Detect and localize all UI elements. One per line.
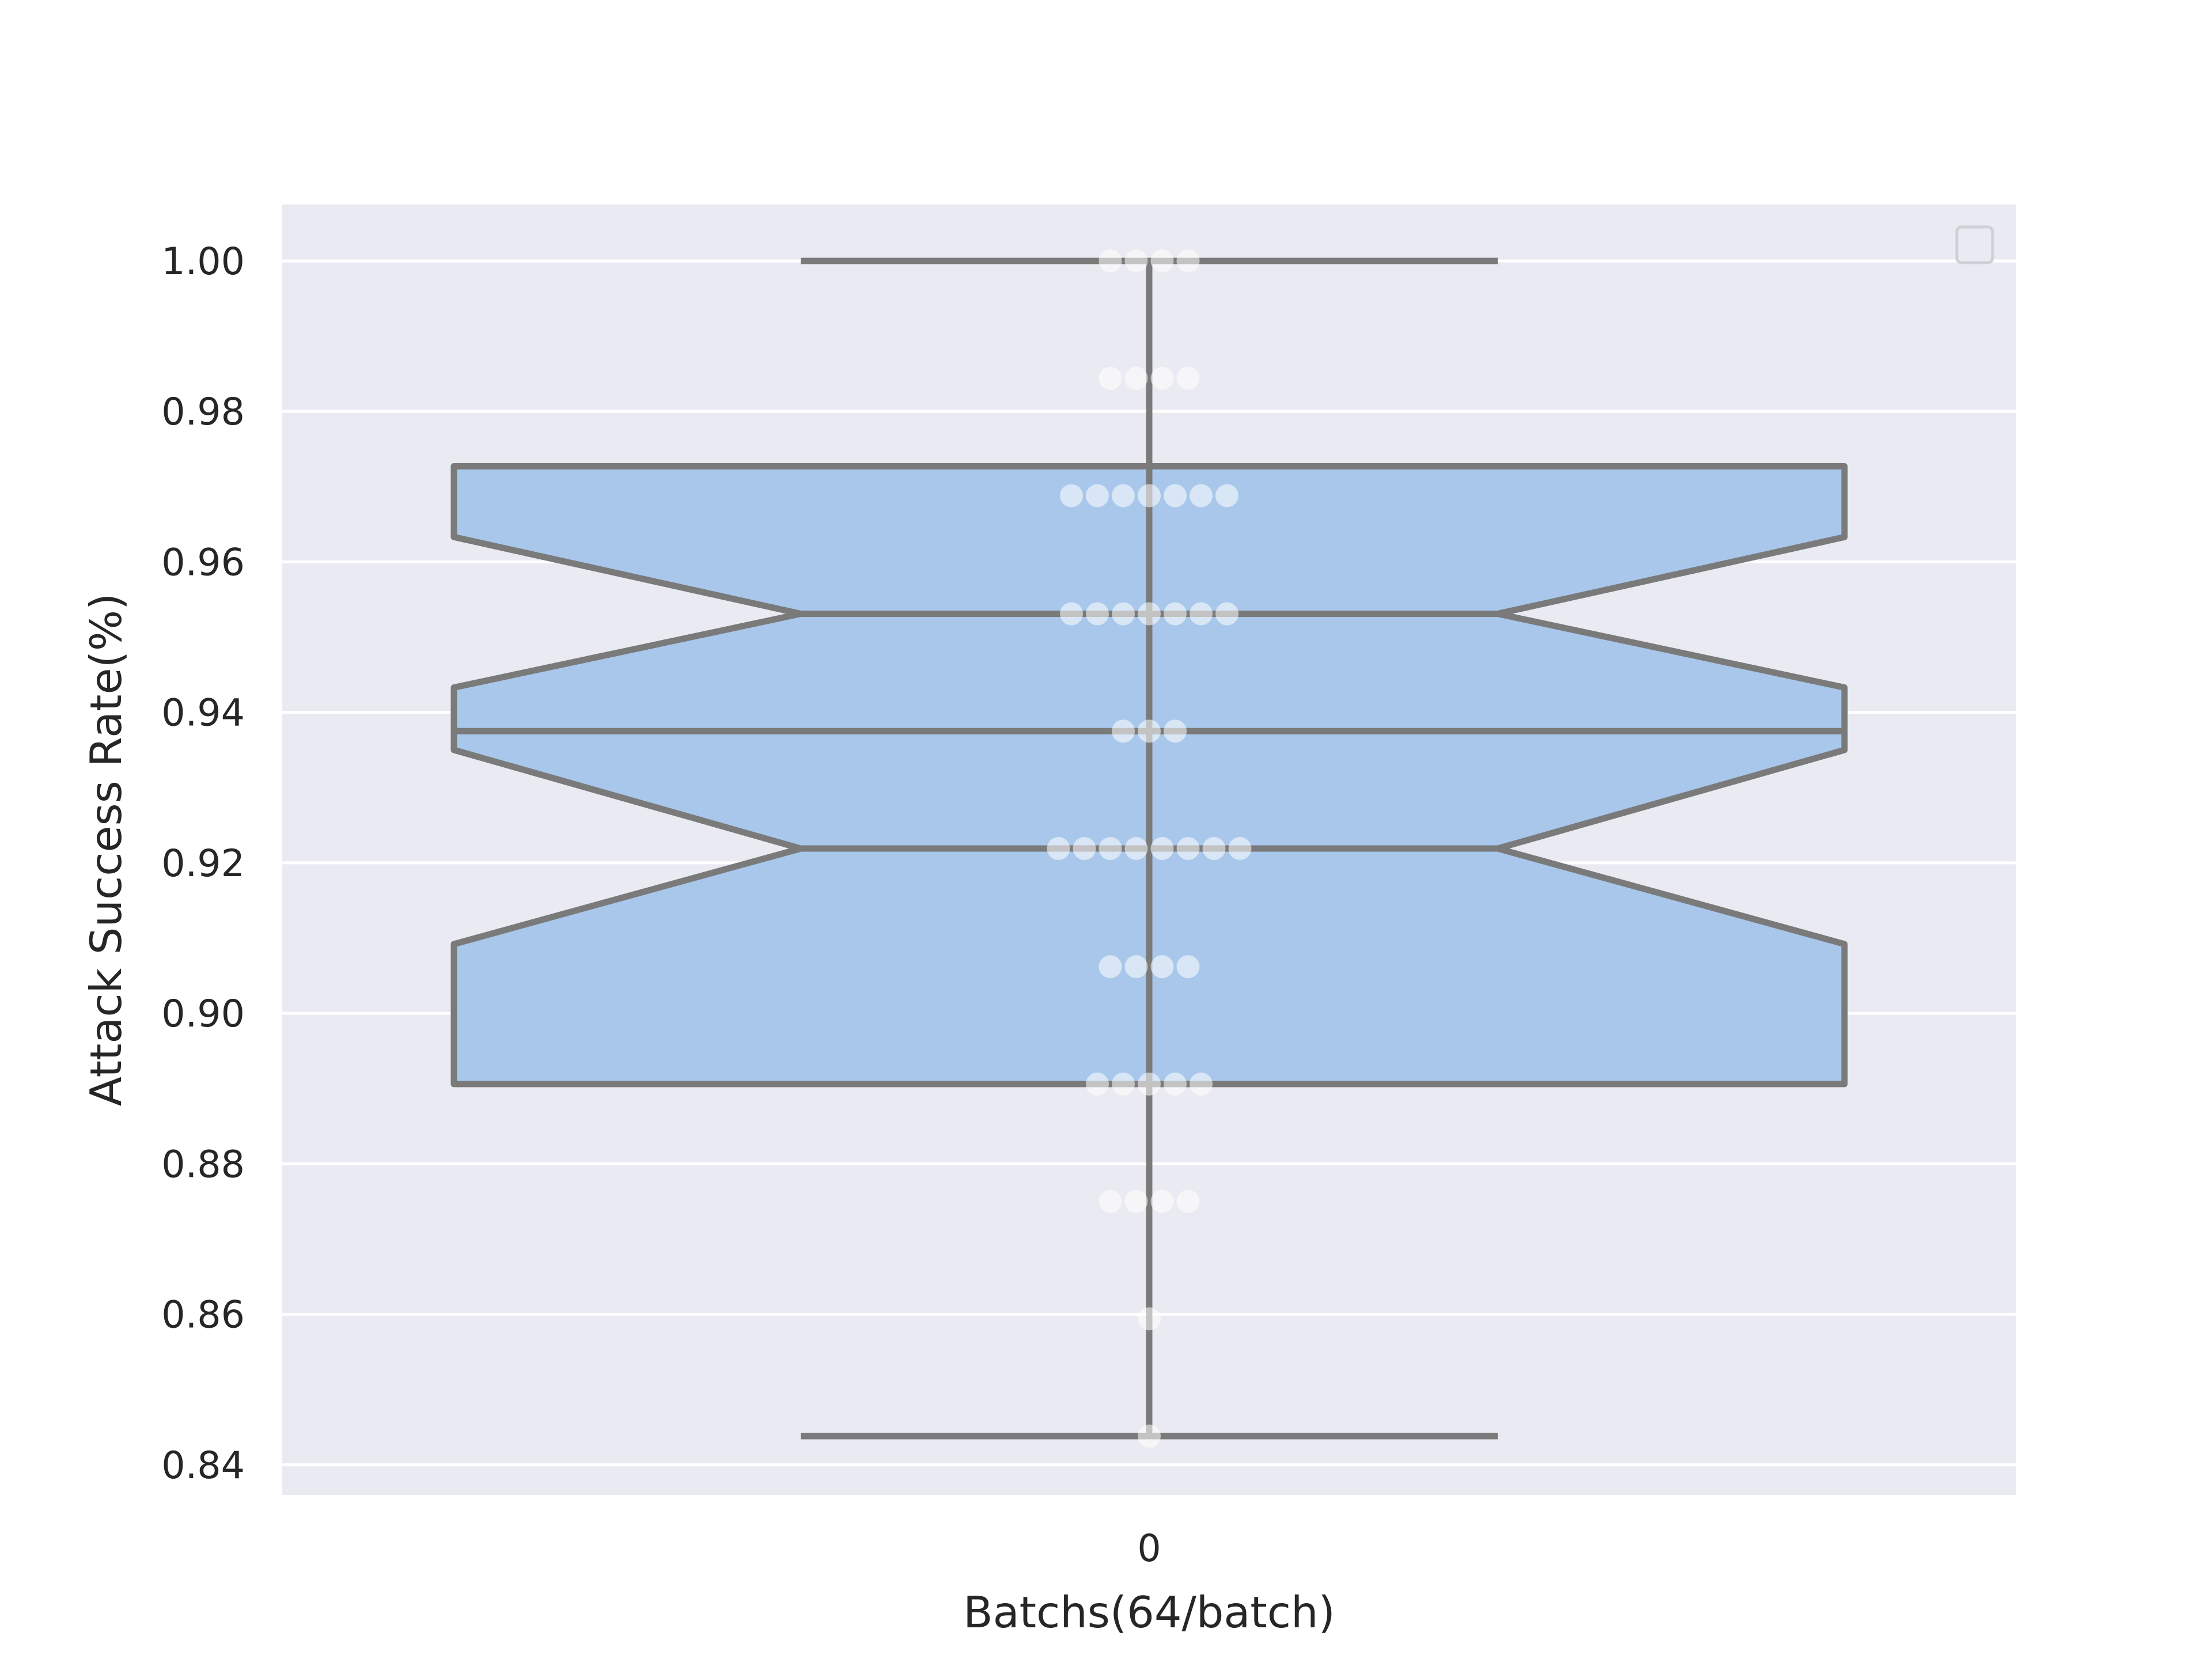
- data-point: [1138, 484, 1161, 507]
- y-tick-label: 0.88: [161, 1143, 245, 1186]
- y-tick-label: 0.86: [161, 1294, 245, 1337]
- data-point: [1099, 955, 1122, 979]
- data-point: [1047, 837, 1070, 861]
- data-point: [1202, 837, 1226, 861]
- data-point: [1112, 602, 1135, 626]
- data-point: [1176, 1190, 1200, 1213]
- data-point: [1099, 1190, 1122, 1213]
- data-point: [1086, 484, 1109, 507]
- data-point: [1150, 955, 1174, 979]
- data-point: [1112, 484, 1135, 507]
- data-point: [1164, 719, 1187, 743]
- legend-box: [1955, 225, 1994, 264]
- data-point: [1190, 484, 1213, 507]
- data-point: [1060, 602, 1083, 626]
- x-tick-labels: 0: [1137, 1527, 1161, 1570]
- data-point: [1138, 1072, 1161, 1096]
- data-point: [1190, 602, 1213, 626]
- data-point: [1124, 366, 1148, 390]
- x-axis-label: Batchs(64/batch): [963, 1587, 1335, 1638]
- data-point: [1176, 955, 1200, 979]
- y-tick-label: 0.94: [161, 692, 245, 735]
- y-tick-label: 0.98: [161, 391, 245, 434]
- y-axis-label: Attack Success Rate(%): [81, 593, 131, 1107]
- y-tick-labels: 0.84 0.86 0.88 0.90 0.92 0.94 0.96 0.98 1.00: [161, 240, 245, 1487]
- data-point: [1138, 719, 1161, 743]
- data-point: [1099, 249, 1122, 272]
- data-point: [1099, 837, 1122, 861]
- data-point: [1176, 837, 1200, 861]
- y-tick-label: 0.96: [161, 541, 245, 584]
- data-point: [1124, 955, 1148, 979]
- x-tick-label: 0: [1137, 1527, 1161, 1570]
- data-point: [1073, 837, 1096, 861]
- y-tick-label: 0.92: [161, 842, 245, 885]
- data-points: [1047, 249, 1252, 1448]
- y-tick-label: 1.00: [161, 240, 245, 283]
- data-point: [1124, 837, 1148, 861]
- data-point: [1164, 1072, 1187, 1096]
- data-point: [1176, 366, 1200, 390]
- data-point: [1138, 1307, 1161, 1331]
- data-point: [1112, 1072, 1135, 1096]
- data-point: [1164, 484, 1187, 507]
- data-point: [1150, 1190, 1174, 1213]
- data-point: [1150, 249, 1174, 272]
- data-point: [1164, 602, 1187, 626]
- box-plot: [450, 257, 1848, 1440]
- data-point: [1138, 1425, 1161, 1448]
- data-point: [1086, 602, 1109, 626]
- data-point: [1086, 1072, 1109, 1096]
- data-point: [1060, 484, 1083, 507]
- data-point: [1124, 1190, 1148, 1213]
- data-point: [1112, 719, 1135, 743]
- data-point: [1150, 366, 1174, 390]
- data-point: [1215, 484, 1238, 507]
- data-point: [1215, 602, 1238, 626]
- data-point: [1150, 837, 1174, 861]
- data-point: [1228, 837, 1252, 861]
- y-tick-label: 0.84: [161, 1444, 245, 1487]
- data-point: [1138, 602, 1161, 626]
- data-point: [1099, 366, 1122, 390]
- data-point: [1124, 249, 1148, 272]
- data-point: [1190, 1072, 1213, 1096]
- data-point: [1176, 249, 1200, 272]
- y-tick-label: 0.90: [161, 993, 245, 1036]
